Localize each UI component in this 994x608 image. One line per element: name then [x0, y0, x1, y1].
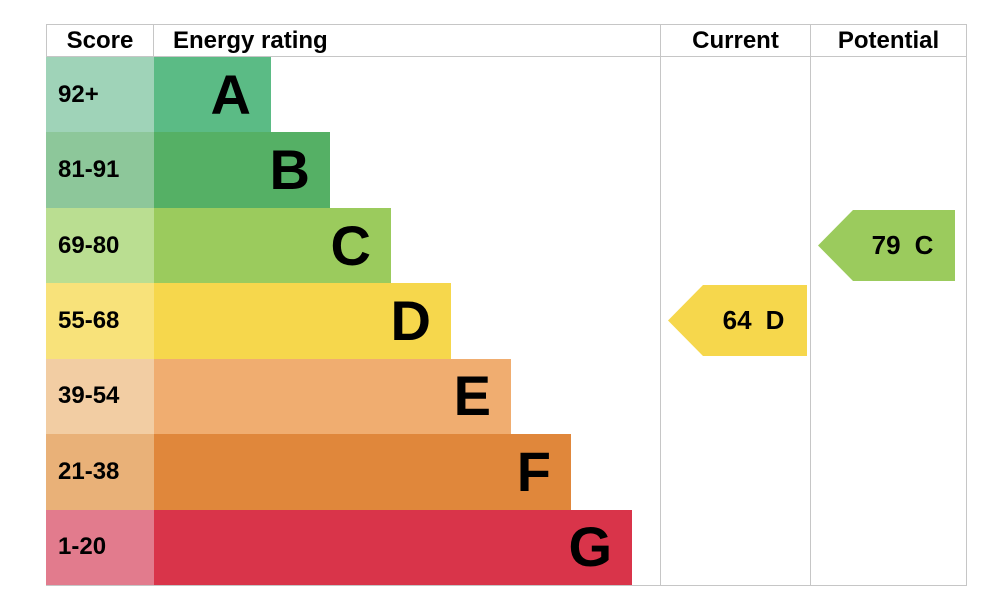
- band-letter: F: [516, 439, 551, 503]
- column-header-potential: Potential: [810, 25, 967, 56]
- band-letter: B: [269, 138, 310, 202]
- epc-rating-chart: Score Energy rating Current Potential 92…: [46, 24, 967, 586]
- band-bar: C: [154, 207, 391, 284]
- band-bar: A: [154, 57, 271, 133]
- band-score-range: 69-80: [46, 207, 154, 284]
- band-score-range: 81-91: [46, 132, 154, 208]
- band-score-range: 55-68: [46, 283, 154, 359]
- band-score-range: 21-38: [46, 434, 154, 510]
- band-row: 39-54 E: [46, 358, 967, 435]
- band-letter: C: [330, 213, 371, 277]
- band-letter: G: [568, 515, 612, 579]
- potential-rating-letter: C: [914, 230, 934, 260]
- current-column-divider: [660, 57, 661, 585]
- current-rating-score: 64: [722, 305, 752, 335]
- band-letter: A: [210, 62, 251, 126]
- band-row: 81-91 B: [46, 132, 967, 208]
- band-bar: D: [154, 283, 451, 359]
- band-letter: E: [453, 364, 491, 428]
- band-row: 1-20 G: [46, 509, 967, 585]
- band-row: 55-68 D: [46, 283, 967, 359]
- column-header-score: Score: [46, 25, 154, 56]
- band-score-range: 92+: [46, 57, 154, 133]
- table-right-border: [966, 57, 967, 585]
- column-header-energy-rating: Energy rating: [173, 26, 328, 54]
- band-bar: G: [154, 509, 632, 585]
- band-score-range: 1-20: [46, 509, 154, 585]
- band-bar: E: [154, 358, 511, 435]
- band-bar: B: [154, 132, 330, 208]
- column-header-current: Current: [660, 25, 810, 56]
- band-row: 69-80 C: [46, 207, 967, 284]
- rating-bands: 92+ A 81-91 B 69-80 C 55-68 D 39-54 E 21…: [46, 57, 967, 586]
- current-rating-letter: D: [765, 305, 785, 335]
- band-row: 92+ A: [46, 57, 967, 133]
- band-row: 21-38 F: [46, 434, 967, 510]
- potential-rating-score: 79: [871, 230, 901, 260]
- potential-column-divider: [810, 57, 811, 585]
- band-score-range: 39-54: [46, 358, 154, 435]
- table-header: Score Energy rating Current Potential: [46, 24, 967, 57]
- band-bar: F: [154, 434, 571, 510]
- band-letter: D: [390, 288, 431, 352]
